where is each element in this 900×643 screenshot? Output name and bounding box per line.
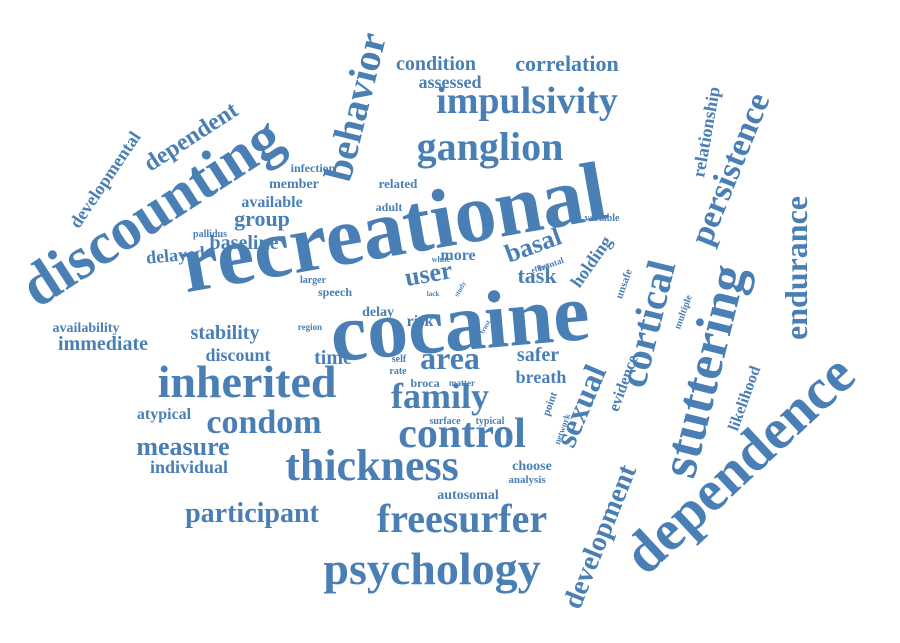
word-stability: stability (191, 322, 260, 344)
word-pallidus: pallidus (193, 229, 227, 240)
word-delay: delay (362, 305, 394, 320)
word-variable: variable (585, 213, 621, 224)
word-inherited: inherited (158, 356, 337, 407)
word-infection: infection (291, 161, 336, 175)
word-discount: discount (205, 345, 270, 365)
word-surface: surface (429, 416, 461, 427)
word-region: region (298, 322, 322, 332)
word-speech: speech (318, 285, 352, 299)
word-breath: breath (516, 367, 567, 387)
word-larger: larger (300, 275, 327, 286)
word-matter: matter (449, 378, 475, 388)
word-area: area (420, 340, 480, 376)
word-endurance: endurance (778, 196, 814, 340)
word-atypical: atypical (137, 406, 192, 423)
word-freesurfer: freesurfer (377, 496, 547, 541)
word-group: group (234, 206, 290, 231)
word-lack: lack (427, 290, 440, 298)
word-thickness: thickness (285, 441, 459, 490)
word-analysis: analysis (508, 474, 546, 486)
word-condition: condition (396, 53, 476, 75)
word-impulsivity: impulsivity (436, 80, 618, 122)
word-member: member (269, 177, 319, 192)
word-rate: rate (389, 366, 407, 377)
word-assessed: assessed (418, 72, 481, 92)
word-safer: safer (517, 344, 559, 366)
word-adult: adult (376, 200, 403, 214)
word-time: time (314, 347, 352, 369)
word-risk: risk (407, 313, 434, 330)
word-available: available (241, 194, 302, 211)
word-ganglion: ganglion (417, 124, 564, 169)
word-availability: availability (53, 321, 120, 336)
word-participant: participant (185, 498, 319, 529)
word-control: control (398, 411, 526, 457)
word-correlation: correlation (515, 51, 618, 76)
word-typical: typical (476, 416, 505, 427)
word-condom: condom (206, 404, 321, 441)
word-measure: measure (136, 432, 229, 461)
word-individual: individual (150, 457, 228, 477)
word-white: white (432, 255, 451, 264)
word-task: task (517, 263, 557, 288)
word-related: related (379, 176, 419, 191)
word-baseline: baseline (210, 232, 279, 254)
word-autosomal: autosomal (437, 488, 499, 503)
word-immediate: immediate (58, 333, 148, 355)
word-more: more (440, 247, 475, 264)
word-self: self (392, 354, 407, 365)
word-family: family (391, 376, 489, 416)
word-broca: broca (410, 376, 439, 390)
word-choose: choose (512, 459, 552, 474)
word-psychology: psychology (323, 543, 540, 594)
word-cocaine: cocaine (326, 266, 593, 379)
